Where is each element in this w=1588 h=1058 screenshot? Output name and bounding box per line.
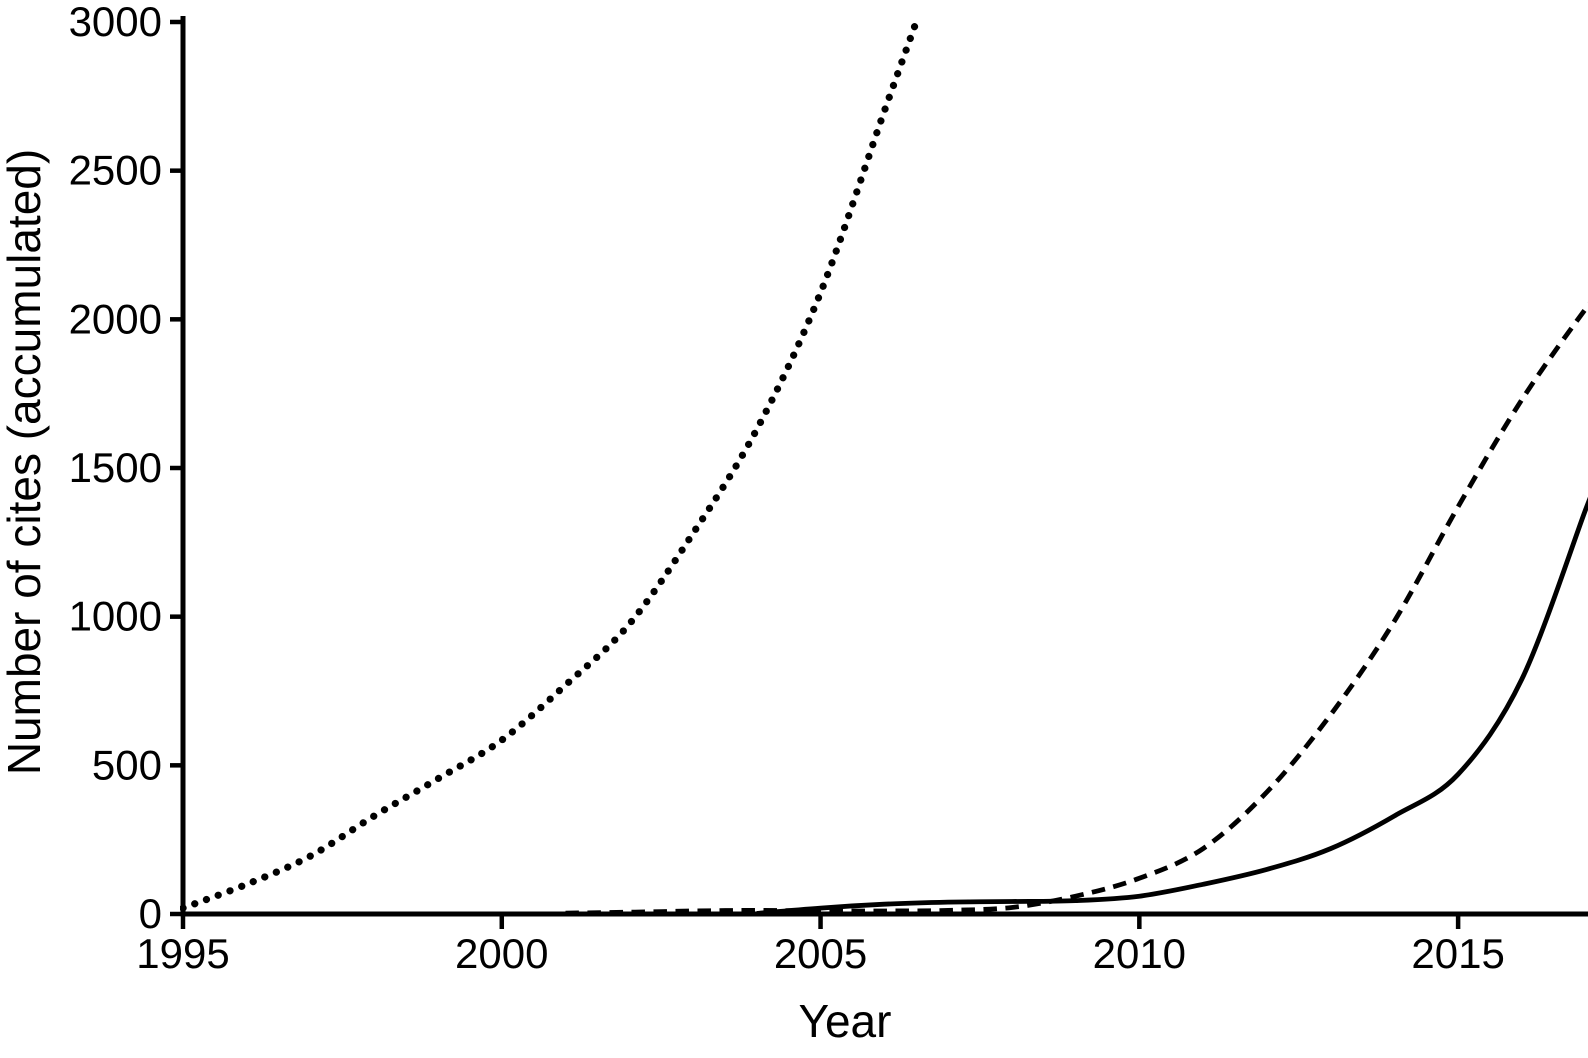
axes: 0 500 1000 1500 2000 2500 3000 1995 2000 2005 2010…: [69, 0, 1588, 977]
y-tick-label: 1500: [69, 444, 162, 491]
series-layer: [180, 18, 1588, 916]
y-tick-label: 1000: [69, 593, 162, 640]
y-axis-title: Number of cites (accumulated): [0, 149, 50, 775]
y-tick-label: 2000: [69, 295, 162, 342]
y-tick-label: 3000: [69, 0, 162, 45]
x-tick-label: 2015: [1411, 930, 1504, 977]
x-tick-label: 2005: [774, 930, 867, 977]
solid-series-line: [756, 496, 1588, 916]
x-tick-label: 1995: [136, 930, 229, 977]
x-axis-title: Year: [799, 995, 892, 1047]
y-tick-label: 0: [139, 890, 162, 937]
dotted-series-line: [180, 18, 920, 912]
x-tick-label: 2000: [455, 930, 548, 977]
y-tick-label: 500: [92, 741, 162, 788]
dashed-series-line: [565, 301, 1588, 916]
y-tick-label: 2500: [69, 147, 162, 194]
x-tick-label: 2010: [1093, 930, 1186, 977]
